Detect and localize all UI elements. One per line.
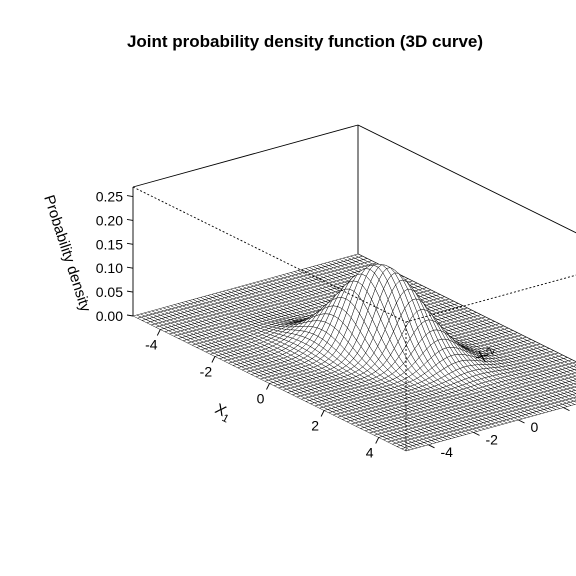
z-axis-label: Probability density [40, 193, 94, 314]
y-axis-label-sub: 2 [484, 346, 497, 356]
box-edge-front [132, 186, 407, 323]
x-axis-label: X1 [211, 400, 234, 425]
x-tick-label: 0 [257, 391, 265, 407]
x-tick-mark [320, 410, 325, 417]
x-tick-mark [156, 329, 161, 336]
z-tick-label: 0.05 [96, 284, 123, 300]
y-tick-mark [563, 407, 570, 412]
surface-mesh [132, 253, 576, 452]
z-tick-mark [126, 242, 134, 245]
x-tick-mark [211, 356, 216, 363]
y-tick-mark [518, 419, 525, 424]
z-tick-mark [126, 290, 134, 293]
z-tick-mark [126, 314, 134, 317]
x-tick-mark [375, 437, 380, 444]
box-edge [357, 124, 576, 234]
box-edge [132, 124, 359, 188]
chart-title: Joint probability density function (3D c… [127, 32, 483, 51]
z-tick-mark [126, 219, 134, 221]
y-tick-label: -2 [486, 431, 499, 447]
x-tick-label: 4 [366, 445, 374, 461]
z-tick-label: 0.20 [96, 212, 123, 228]
y-tick-mark [428, 444, 435, 449]
x-tick-label: -2 [200, 364, 213, 380]
y-tick-label: -4 [441, 444, 454, 460]
z-tick-label: 0.10 [96, 260, 123, 276]
box-edge-front [405, 274, 576, 323]
z-tick-mark [126, 266, 134, 269]
z-tick-label: 0.15 [96, 236, 123, 252]
box-front-edges [132, 186, 576, 451]
x-tick-label: -4 [145, 337, 158, 353]
y-axis-label: X2 [473, 343, 498, 365]
x-tick-label: 2 [311, 418, 319, 434]
z-tick-mark [126, 195, 134, 197]
y-tick-mark [473, 431, 480, 436]
y-tick-label: 0 [531, 419, 539, 435]
z-tick-label: 0.25 [96, 189, 123, 205]
x-tick-mark [266, 383, 270, 390]
x-axis-label-sub: 1 [220, 412, 231, 425]
z-tick-label: 0.00 [96, 308, 123, 324]
